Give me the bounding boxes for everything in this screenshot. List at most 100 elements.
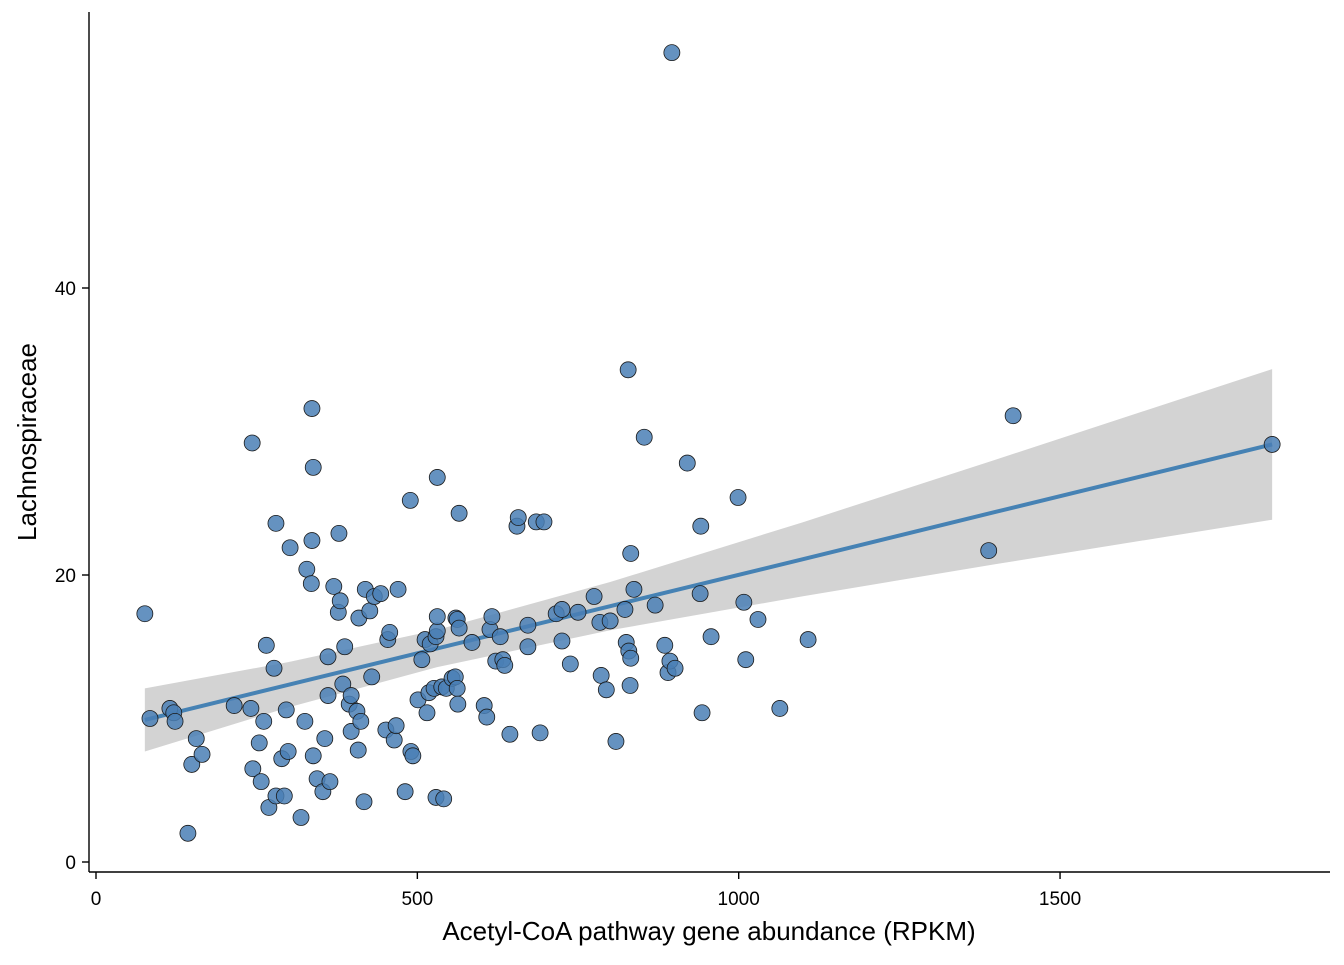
data-point	[692, 517, 710, 535]
data-point	[483, 608, 501, 626]
data-point	[491, 628, 509, 646]
data-point	[678, 454, 696, 472]
data-point	[141, 710, 159, 727]
data-point	[535, 513, 553, 531]
y-axis-title: Lachnospiraceae	[12, 343, 42, 541]
data-point	[463, 634, 481, 651]
data-point	[496, 657, 514, 674]
data-point	[275, 787, 293, 805]
data-point	[355, 793, 373, 811]
data-point	[656, 636, 674, 654]
data-point	[428, 469, 446, 486]
data-point	[569, 603, 587, 621]
data-point	[325, 578, 343, 595]
data-point	[601, 612, 619, 630]
data-point	[585, 588, 603, 605]
data-point	[303, 400, 321, 417]
data-point	[450, 504, 468, 522]
data-point	[331, 592, 349, 610]
points-layer	[136, 44, 1281, 842]
data-point	[304, 747, 322, 765]
data-point	[334, 675, 352, 693]
data-point	[619, 361, 637, 379]
data-point	[336, 638, 354, 656]
confidence-band-layer	[144, 369, 1273, 752]
data-point	[242, 700, 260, 717]
data-point	[292, 809, 310, 826]
data-point	[625, 580, 643, 598]
x-tick-label: 500	[401, 889, 433, 910]
data-point	[401, 491, 419, 509]
data-point	[749, 611, 767, 628]
data-point	[298, 560, 316, 578]
data-point	[136, 605, 154, 623]
data-point	[663, 44, 681, 62]
data-point	[267, 514, 285, 532]
data-point	[771, 700, 789, 717]
data-point	[387, 717, 405, 735]
data-point	[621, 677, 639, 694]
data-point	[735, 593, 753, 611]
data-point	[531, 724, 549, 742]
data-point	[281, 539, 299, 557]
data-point	[597, 681, 615, 699]
data-point	[250, 734, 268, 752]
data-point	[244, 760, 262, 778]
data-point	[179, 824, 197, 842]
data-point	[277, 701, 295, 719]
data-point	[255, 712, 273, 730]
data-point	[666, 659, 684, 677]
data-point	[316, 730, 334, 747]
data-point	[302, 575, 320, 593]
data-point	[257, 636, 275, 654]
data-point	[428, 622, 446, 640]
data-point	[381, 624, 399, 641]
data-point	[225, 697, 243, 714]
data-point	[413, 651, 431, 669]
data-point	[501, 725, 519, 743]
data-point	[321, 773, 339, 791]
data-point	[693, 704, 711, 722]
data-point	[519, 616, 537, 634]
data-point	[509, 509, 527, 526]
data-point	[561, 655, 579, 673]
confidence-band	[144, 369, 1273, 752]
x-tick-label: 1500	[1039, 889, 1081, 910]
data-point	[396, 783, 414, 801]
regression-line	[144, 442, 1273, 722]
data-point	[303, 532, 321, 549]
y-tick-label: 0	[65, 853, 76, 874]
data-point	[361, 602, 379, 620]
data-point	[635, 428, 653, 446]
data-point	[449, 695, 467, 713]
data-point	[166, 712, 184, 730]
data-point	[187, 730, 205, 747]
data-point	[980, 542, 998, 560]
data-point	[296, 712, 314, 730]
data-point	[450, 619, 468, 637]
data-point	[319, 687, 337, 704]
data-point	[304, 458, 322, 476]
data-point	[448, 679, 466, 697]
data-point	[592, 667, 610, 684]
data-point	[799, 631, 817, 648]
data-point	[1004, 407, 1022, 425]
x-axis-title: Acetyl-CoA pathway gene abundance (RPKM)	[442, 916, 975, 946]
data-point	[616, 601, 634, 618]
data-point	[428, 608, 446, 626]
data-point	[553, 601, 571, 618]
data-point	[389, 580, 407, 598]
data-point	[1263, 436, 1281, 453]
x-tick-label: 0	[91, 889, 102, 910]
data-point	[622, 545, 640, 562]
data-point	[729, 489, 747, 506]
data-point	[363, 668, 381, 686]
data-point	[478, 708, 496, 726]
data-point	[330, 524, 348, 542]
data-point	[691, 585, 709, 603]
y-ticks: 0 20 40	[55, 279, 89, 874]
fit-line-layer	[144, 442, 1273, 722]
data-point	[279, 743, 297, 760]
data-point	[418, 704, 436, 722]
data-point	[519, 638, 537, 656]
